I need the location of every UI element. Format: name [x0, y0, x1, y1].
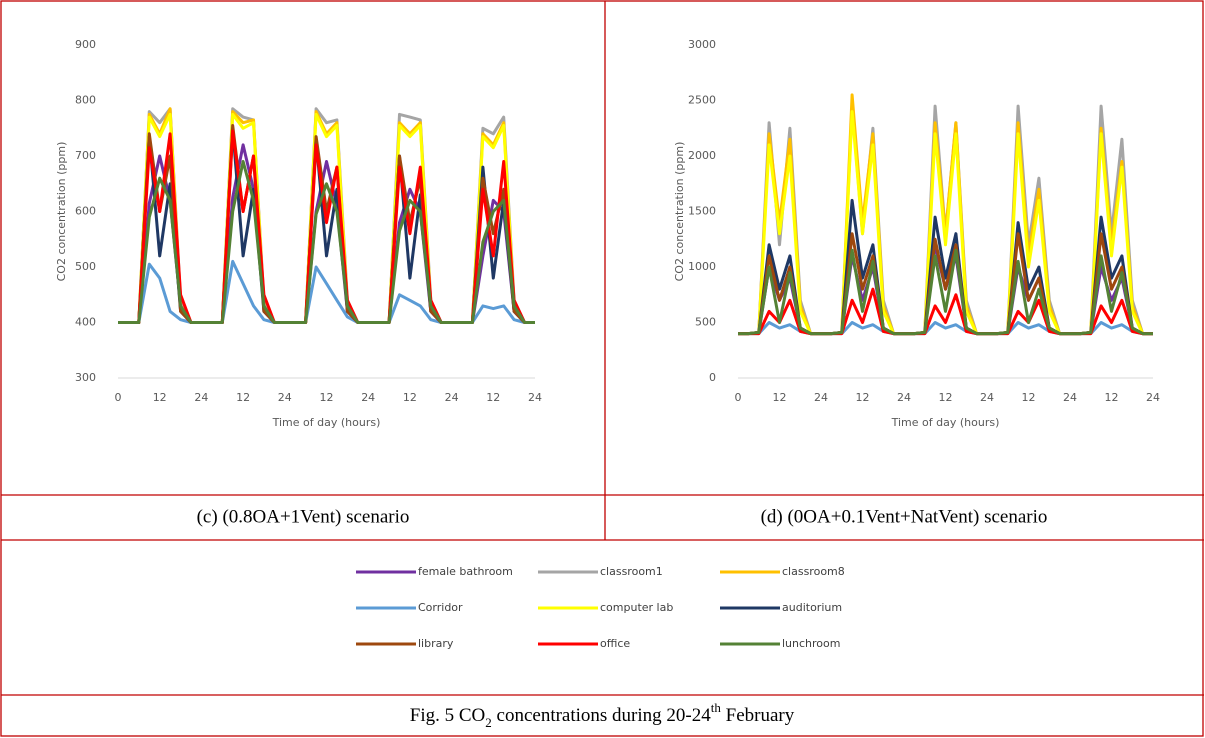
caption-part: concentrations during 20-24 [492, 705, 711, 726]
legend-label: Corridor [418, 601, 463, 614]
chart-caption: (d) (0OA+0.1Vent+NatVent) scenario [761, 506, 1048, 527]
y-tick-label: 1000 [688, 260, 716, 273]
y-tick-label: 2000 [688, 149, 716, 162]
x-tick-label: 24 [980, 391, 994, 404]
legend-label: office [600, 637, 630, 650]
y-tick-label: 1500 [688, 205, 716, 218]
y-axis-title: CO2 concentration (ppm) [673, 142, 686, 282]
x-tick-label: 12 [856, 391, 870, 404]
legend-label: library [418, 637, 454, 650]
y-tick-label: 600 [75, 205, 96, 218]
x-tick-label: 24 [361, 391, 375, 404]
y-tick-label: 500 [695, 316, 716, 329]
legend: female bathroom classroom1 classroom8 Corri… [356, 565, 845, 650]
legend-label: classroom8 [782, 565, 845, 578]
x-tick-label: 0 [115, 391, 122, 404]
x-tick-label: 12 [1105, 391, 1119, 404]
x-tick-label: 0 [735, 391, 742, 404]
legend-label: auditorium [782, 601, 842, 614]
x-tick-label: 12 [939, 391, 953, 404]
x-tick-label: 24 [194, 391, 208, 404]
x-tick-label: 24 [528, 391, 542, 404]
y-tick-label: 300 [75, 371, 96, 384]
chart: 0 500 1000 1500 2000 2500 3000 0 12 24 12 24 12 24 12 2… [673, 38, 1160, 429]
chart-caption: (c) (0.8OA+1Vent) scenario [197, 506, 410, 527]
legend-label: lunchroom [782, 637, 840, 650]
caption-part: February [721, 705, 795, 726]
series-line [738, 248, 1153, 336]
x-tick-label: 12 [486, 391, 500, 404]
x-tick-label: 24 [1146, 391, 1160, 404]
x-tick-label: 24 [1063, 391, 1077, 404]
x-axis-title: Time of day (hours) [272, 416, 381, 429]
x-tick-label: 12 [773, 391, 787, 404]
legend-label: female bathroom [418, 565, 513, 578]
y-tick-label: 2500 [688, 94, 716, 107]
y-axis-title: CO2 concentration (ppm) [55, 142, 68, 282]
y-tick-label: 700 [75, 149, 96, 162]
y-tick-label: 800 [75, 94, 96, 107]
caption-part: Fig. 5 CO [410, 705, 486, 726]
y-tick-label: 500 [75, 260, 96, 273]
y-tick-label: 400 [75, 316, 96, 329]
x-tick-label: 12 [320, 391, 334, 404]
x-tick-label: 24 [445, 391, 459, 404]
chart: 300 400 500 600 700 800 900 0 12 24 12 24 12 24 12 24 12… [55, 38, 542, 429]
x-tick-label: 12 [153, 391, 167, 404]
x-tick-label: 24 [814, 391, 828, 404]
caption-subscript: 2 [485, 715, 492, 730]
y-tick-label: 900 [75, 38, 96, 51]
y-tick-label: 3000 [688, 38, 716, 51]
figure-caption: Fig. 5 CO2 concentrations during 20-24th… [410, 700, 795, 730]
x-tick-label: 12 [236, 391, 250, 404]
x-axis-title: Time of day (hours) [891, 416, 1000, 429]
x-tick-label: 24 [897, 391, 911, 404]
x-tick-label: 12 [1022, 391, 1036, 404]
x-tick-label: 24 [278, 391, 292, 404]
legend-label: computer lab [600, 601, 673, 614]
x-tick-label: 12 [403, 391, 417, 404]
caption-superscript: th [711, 700, 722, 715]
y-tick-label: 0 [709, 371, 716, 384]
legend-label: classroom1 [600, 565, 663, 578]
series-line [118, 160, 535, 324]
